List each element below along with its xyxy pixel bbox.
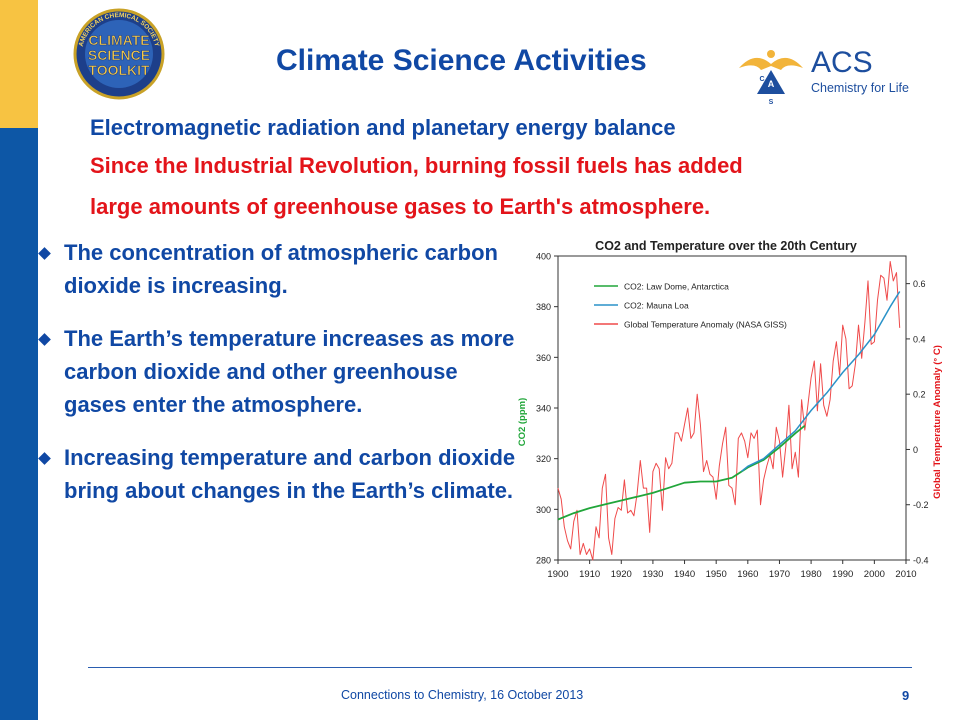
x-tick-label: 1970 xyxy=(769,569,790,580)
acs-tagline: Chemistry for Life xyxy=(811,81,909,95)
x-tick-label: 1920 xyxy=(611,569,632,580)
x-tick-label: 1980 xyxy=(801,569,822,580)
toolkit-line-1: CLIMATE xyxy=(88,32,149,48)
y-left-tick-label: 400 xyxy=(536,252,551,262)
chart-y-left-label: CO2 (ppm) xyxy=(517,398,528,447)
acs-letter-a: A xyxy=(768,79,775,89)
x-tick-label: 1950 xyxy=(706,569,727,580)
y-left-tick-label: 360 xyxy=(536,353,551,363)
temperature-anomaly-line xyxy=(557,261,901,561)
bullet-text: The Earth’s temperature increases as mor… xyxy=(64,326,515,417)
red-statement-line-1: Since the Industrial Revolution, burning… xyxy=(90,153,743,178)
x-tick-label: 1910 xyxy=(579,569,600,580)
diamond-bullet-icon xyxy=(38,452,51,465)
chart-plot-frame xyxy=(557,255,907,561)
x-tick-label: 2010 xyxy=(895,569,916,580)
y-right-tick-label: 0.6 xyxy=(913,279,926,289)
x-tick-label: 1960 xyxy=(737,569,758,580)
y-left-tick-label: 380 xyxy=(536,302,551,312)
y-right-tick-label: 0.2 xyxy=(913,390,926,400)
bullet-item: The Earth’s temperature increases as mor… xyxy=(38,322,520,421)
y-left-tick-label: 300 xyxy=(536,505,551,515)
law-dome-co2-line xyxy=(557,424,806,521)
acs-logo: A C S ACS Chemistry for Life xyxy=(739,46,909,106)
bullet-item: Increasing temperature and carbon dioxid… xyxy=(38,441,520,507)
co2-temperature-chart: 1900 1910 1920 1930 1940 1950 1960 1970 1980 1990… xyxy=(517,239,943,580)
acs-name: ACS xyxy=(811,46,873,79)
footer-divider xyxy=(88,667,912,668)
bullet-text: Increasing temperature and carbon dioxid… xyxy=(64,445,516,503)
y-right-tick-label: 0.4 xyxy=(913,334,926,344)
chart-y-right-label: Global Temperature Anomaly (° C) xyxy=(932,345,943,499)
bullet-list: The concentration of atmospheric carbon … xyxy=(38,236,520,527)
acs-letter-c: C xyxy=(759,76,764,83)
acs-eagle-icon: A C S xyxy=(739,50,803,106)
y-left-tick-label: 340 xyxy=(536,404,551,414)
x-tick-label: 1930 xyxy=(642,569,663,580)
slide-title: Climate Science Activities xyxy=(276,44,647,77)
legend-label: Global Temperature Anomaly (NASA GISS) xyxy=(624,320,787,330)
y-right-tick-label: 0 xyxy=(913,445,918,455)
diamond-bullet-icon xyxy=(38,333,51,346)
y-right-tick-label: -0.2 xyxy=(913,500,929,510)
x-tick-label: 1940 xyxy=(674,569,695,580)
x-tick-label: 1900 xyxy=(547,569,568,580)
toolkit-line-2: SCIENCE xyxy=(88,47,150,63)
legend-label: CO2: Mauna Loa xyxy=(624,301,689,311)
x-tick-label: 2000 xyxy=(864,569,885,580)
chart-title: CO2 and Temperature over the 20th Centur… xyxy=(595,239,857,253)
red-statement-line-2: large amounts of greenhouse gases to Ear… xyxy=(90,194,711,219)
bullet-text: The concentration of atmospheric carbon … xyxy=(64,240,498,298)
bullet-item: The concentration of atmospheric carbon … xyxy=(38,236,520,302)
diamond-bullet-icon xyxy=(38,247,51,260)
y-right-tick-label: -0.4 xyxy=(913,556,929,566)
legend-label: CO2: Law Dome, Antarctica xyxy=(624,282,729,292)
acs-letter-s: S xyxy=(769,99,774,106)
y-left-tick-label: 280 xyxy=(536,556,551,566)
sidebar-gold-band xyxy=(0,0,38,128)
x-tick-label: 1990 xyxy=(832,569,853,580)
slide-subtitle: Electromagnetic radiation and planetary … xyxy=(90,115,676,140)
page-number: 9 xyxy=(902,688,910,703)
climate-science-toolkit-logo: AMERICAN CHEMICAL SOCIETY CLIMATE SCIENC… xyxy=(73,8,165,100)
mauna-loa-co2-line xyxy=(741,291,901,472)
y-left-tick-label: 320 xyxy=(536,454,551,464)
toolkit-line-3: TOOLKIT xyxy=(88,62,150,78)
footer-text: Connections to Chemistry, 16 October 201… xyxy=(341,688,584,702)
